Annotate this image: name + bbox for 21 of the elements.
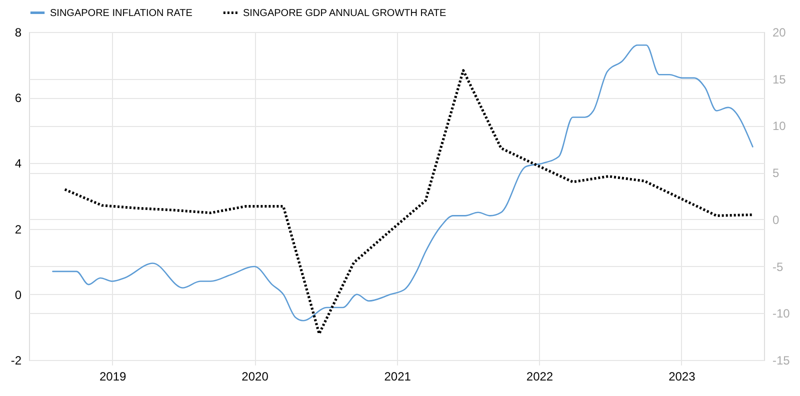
y-tick-label: 6 xyxy=(14,91,22,106)
x-tick-label: 2019 xyxy=(100,370,127,384)
y-tick-label: 4 xyxy=(14,156,22,171)
x-tick-label: 2023 xyxy=(668,370,696,384)
legend-label: SINGAPORE GDP ANNUAL GROWTH RATE xyxy=(243,8,447,19)
x-tick-label: 2022 xyxy=(526,370,554,384)
x-tick-label: 2021 xyxy=(384,370,412,384)
y2-tick-label: 0 xyxy=(772,212,780,227)
y-tick-label: 0 xyxy=(14,288,22,302)
y2-tick-label: 5 xyxy=(772,166,780,180)
legend-label: SINGAPORE INFLATION RATE xyxy=(50,8,193,19)
y2-tick-label: -15 xyxy=(772,354,790,368)
y2-tick-label: 20 xyxy=(772,26,786,40)
y2-tick-label: 10 xyxy=(772,119,786,134)
y-tick-label: 2 xyxy=(14,222,22,236)
y2-tick-label: -10 xyxy=(772,306,790,321)
y-tick-label: -2 xyxy=(10,354,22,368)
x-tick-label: 2020 xyxy=(242,370,269,384)
y2-tick-label: 15 xyxy=(772,72,786,86)
y-tick-label: 8 xyxy=(14,26,22,40)
y2-tick-label: -5 xyxy=(772,260,784,274)
